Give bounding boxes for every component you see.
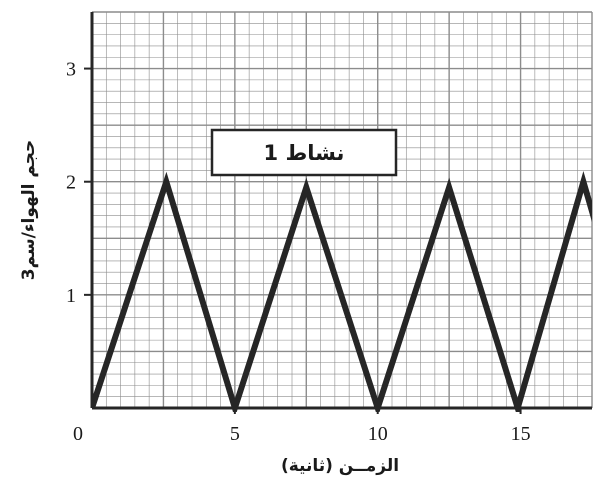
x-tick-label: 10 bbox=[368, 423, 388, 445]
series bbox=[92, 170, 592, 412]
grid bbox=[91, 11, 593, 409]
y-tick-label: 2 bbox=[66, 172, 76, 194]
x-axis-title: الزمــن (ثانية) bbox=[281, 456, 399, 476]
series-line bbox=[92, 170, 592, 412]
origin-label: 0 bbox=[73, 423, 83, 445]
axes bbox=[84, 12, 592, 414]
y-tick-label: 3 bbox=[66, 59, 76, 81]
tick-labels: 0 5 10 15 1 2 3 bbox=[66, 59, 531, 445]
y-tick-label: 1 bbox=[66, 285, 76, 307]
annotation-label: نشاط 1 bbox=[264, 141, 345, 165]
y-axis-title-group: حجم الهواء/سم3 bbox=[19, 140, 39, 280]
annotation-box: نشاط 1 bbox=[210, 128, 398, 177]
x-tick-label: 15 bbox=[511, 423, 531, 445]
x-tick-label: 5 bbox=[230, 423, 240, 445]
y-axis-title: حجم الهواء/سم3 bbox=[19, 140, 39, 280]
